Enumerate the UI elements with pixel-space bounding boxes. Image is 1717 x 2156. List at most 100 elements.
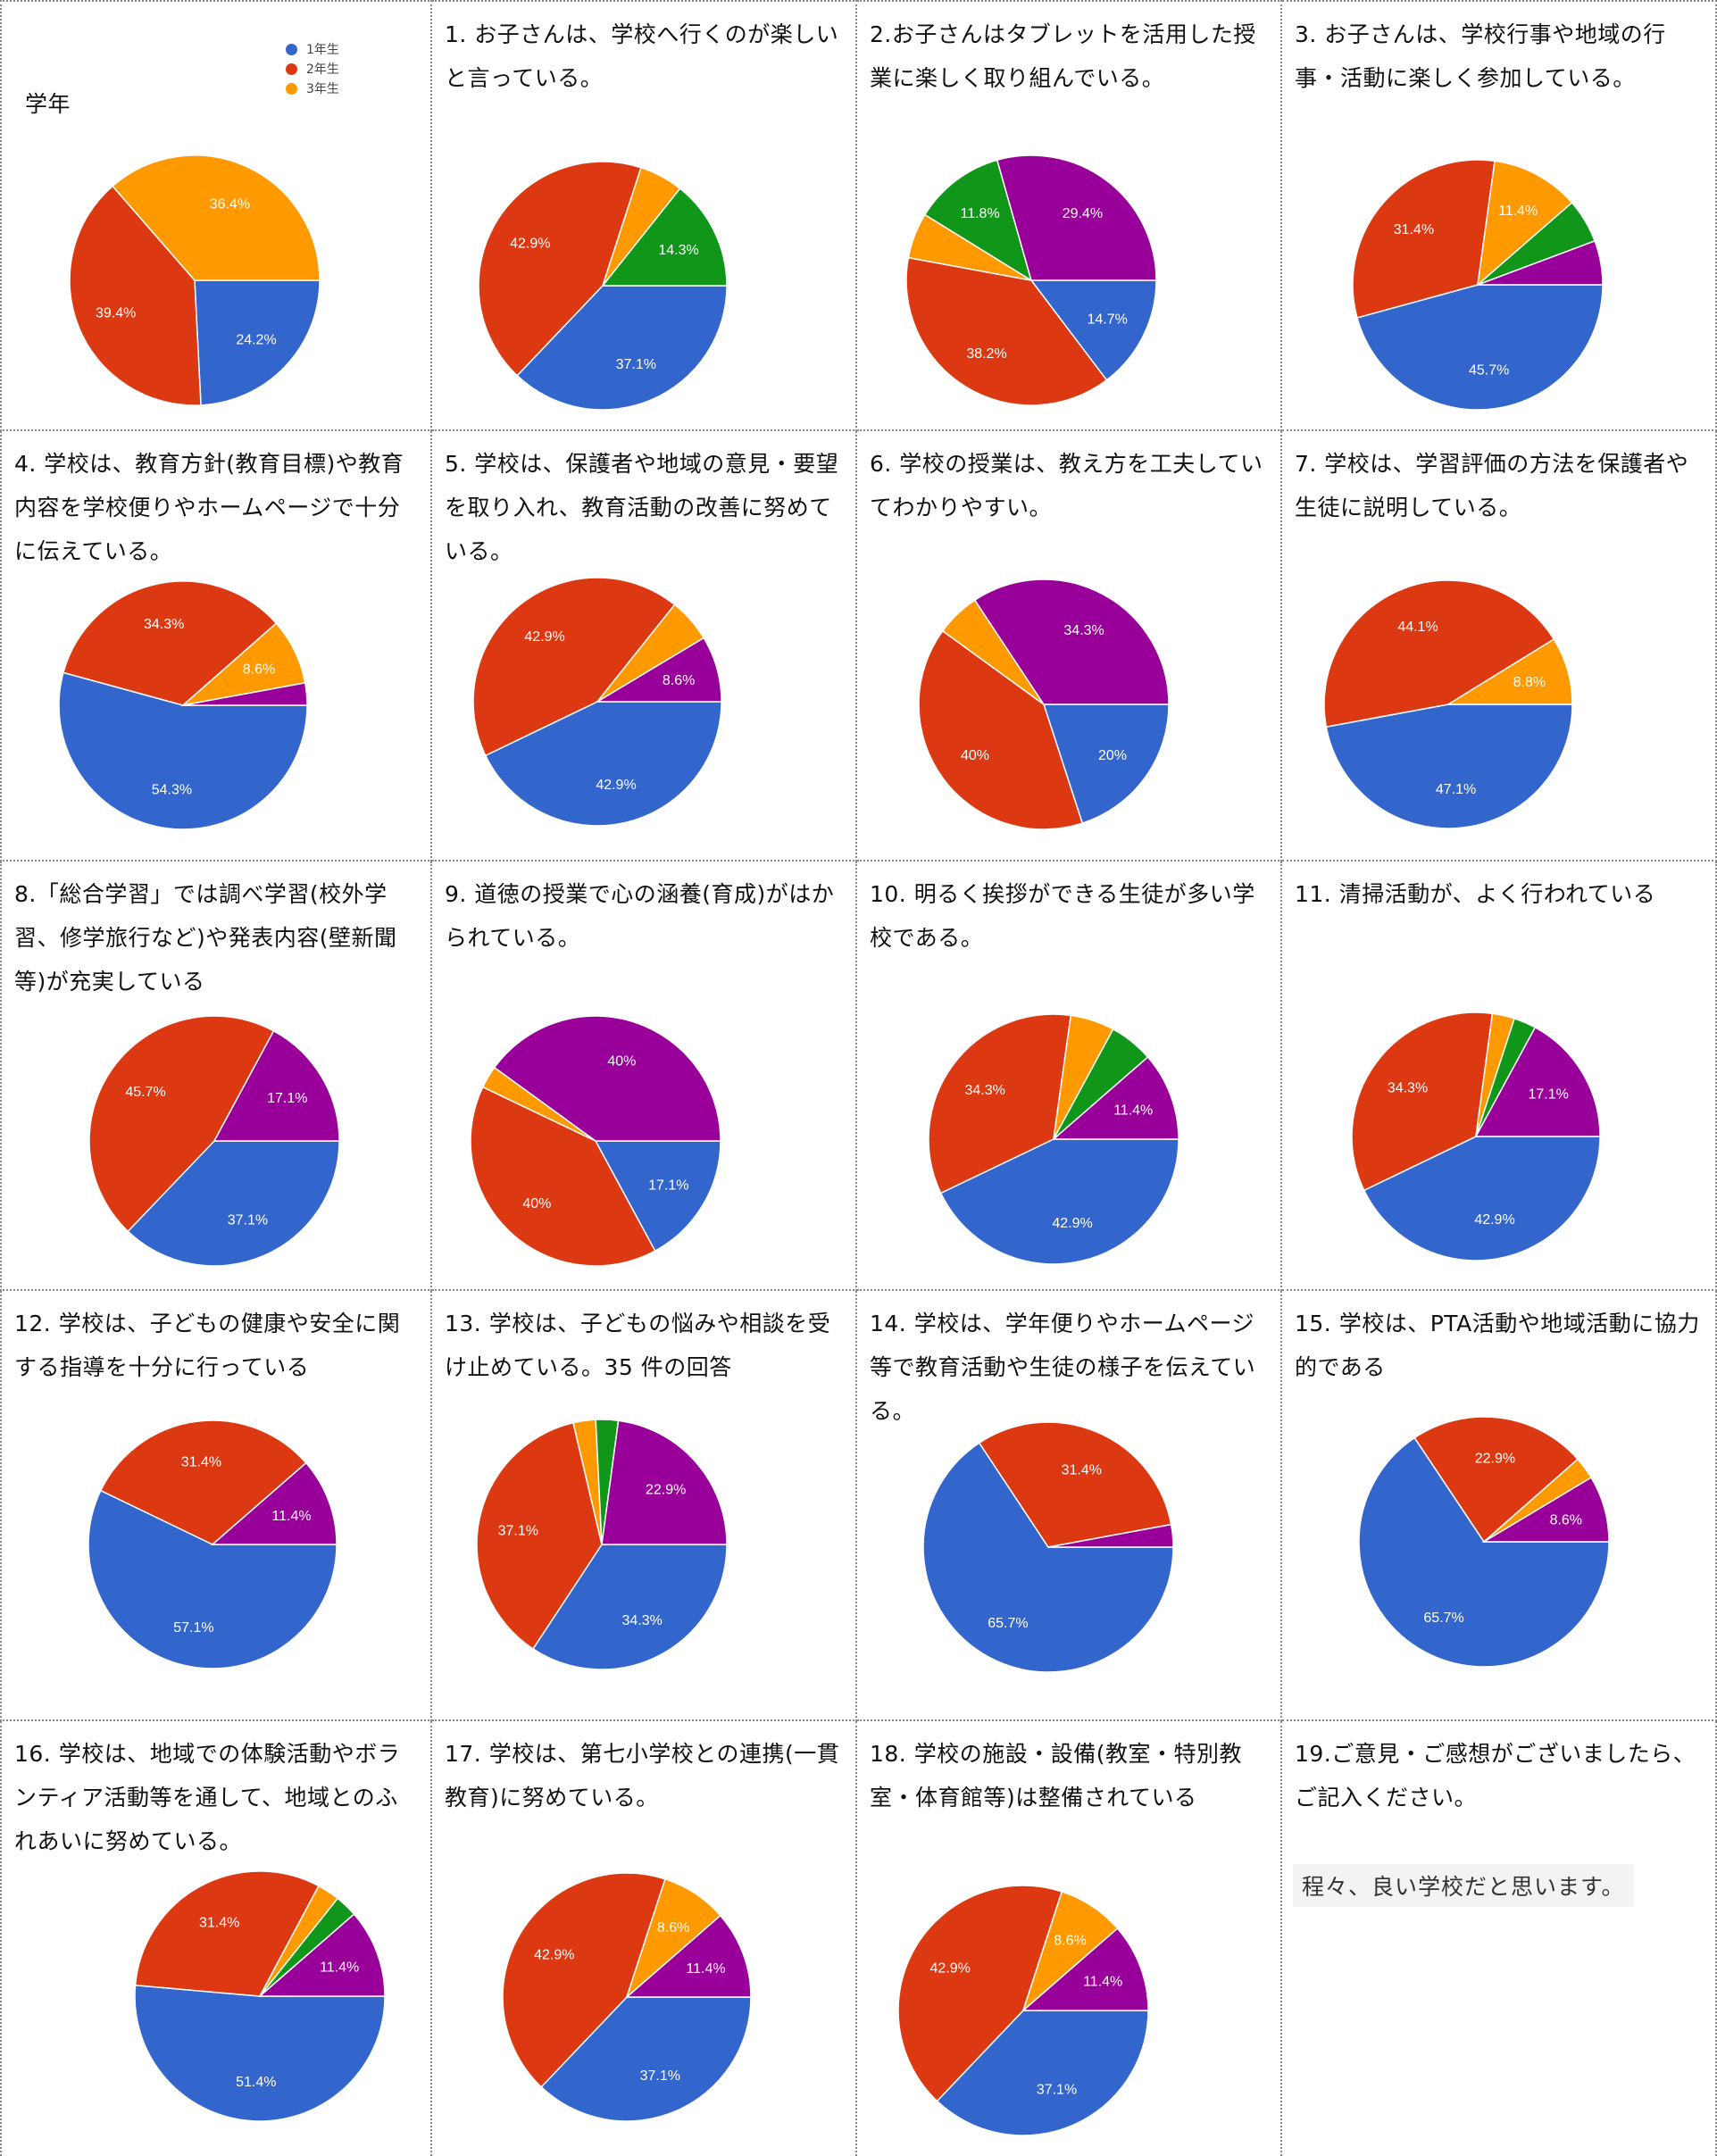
question-title: 13. 学校は、子どもの悩みや相談を受け止めている。35 件の回答 — [445, 1311, 831, 1380]
pie-slice-blue — [58, 671, 308, 830]
chart-panel-13: 13. 学校は、子どもの悩みや相談を受け止めている。35 件の回答 34.3% 37… — [432, 1291, 857, 1721]
pie-slice-blue — [88, 1489, 338, 1669]
question-title: 7. 学校は、学習評価の方法を保護者や生徒に説明している。 — [1295, 451, 1689, 520]
pie-slice-red — [470, 1086, 656, 1267]
chart-panel-5: 5. 学校は、保護者や地域の意見・要望を取り入れ、教育活動の改善に努めている。 4… — [432, 431, 857, 862]
pie-chart: 20% 40% 34.3% — [918, 579, 1170, 830]
pie-slice-orange — [1476, 160, 1573, 287]
pie-slice-purple — [1021, 1927, 1149, 2011]
question-title: 10. 明るく挨拶ができる生徒が多い学校である。 — [870, 881, 1255, 951]
slice-data-label: 42.9% — [1052, 1216, 1092, 1231]
pie-chart: 24.2% 39.4% 36.4% — [69, 154, 321, 406]
slice-data-label: 11.4% — [686, 1961, 725, 1977]
question-title: 15. 学校は、PTA活動や地域活動に協力的である — [1295, 1311, 1700, 1380]
slice-data-label: 65.7% — [1423, 1611, 1463, 1626]
pie-slice-red — [476, 1421, 603, 1650]
legend-item: 1年生 — [286, 39, 339, 59]
question-title: 17. 学校は、第七小学校との連携(一貫教育)に努めている。 — [445, 1741, 840, 1811]
pie-chart: 42.9% 34.3% 11.4% — [928, 1013, 1179, 1265]
slice-data-label: 37.1% — [228, 1213, 268, 1228]
chart-panel-12: 12. 学校は、子どもの健康や安全に関する指導を十分に行っている 57.1% 31.… — [0, 1291, 432, 1721]
pie-chart: 42.9% 42.9% 8.6% — [472, 577, 722, 827]
question-title: 19.ご意見・ご感想がございましたら、ご記入ください。 — [1295, 1741, 1696, 1811]
slice-data-label: 38.2% — [966, 346, 1006, 362]
chart-panel-2: 2.お子さんはタブレットを活用した授業に楽しく取り組んでいる。 14.7% 38.2… — [857, 0, 1282, 431]
slice-data-label: 11.4% — [271, 1509, 311, 1524]
slice-data-label: 31.4% — [1394, 222, 1434, 237]
slice-data-label: 14.7% — [1088, 312, 1128, 327]
slice-data-label: 11.4% — [320, 1960, 359, 1976]
slice-data-label: 31.4% — [1062, 1462, 1102, 1478]
slice-data-label: 8.6% — [657, 1920, 689, 1935]
pie-slice-purple — [257, 1913, 386, 1997]
slice-data-label: 42.9% — [524, 629, 564, 645]
pie-chart: 51.4% 31.4% 11.4% — [134, 1870, 386, 2122]
pie-slice-blue — [936, 2010, 1149, 2136]
pie-slice-purple — [595, 637, 722, 703]
slice-data-label: 17.1% — [267, 1091, 307, 1106]
question-title: 学年 — [25, 91, 71, 117]
slice-data-label: 8.6% — [1550, 1513, 1582, 1528]
slice-data-label: 34.3% — [144, 617, 184, 632]
slice-data-label: 14.3% — [658, 243, 698, 258]
pie-slice-purple — [601, 1419, 728, 1545]
pie-slice-red — [478, 161, 642, 377]
pie-slice-green — [923, 159, 1033, 282]
pie-slice-purple — [1481, 1477, 1610, 1543]
pie-slice-red — [69, 185, 202, 406]
slice-data-label: 47.1% — [1436, 782, 1476, 797]
pie-slice-blue — [1325, 703, 1573, 829]
pie-slice-blue — [1042, 703, 1170, 825]
pie-slice-purple — [1051, 1056, 1179, 1140]
pie-slice-green — [601, 187, 728, 287]
question-title: 11. 清掃活動が、よく行われている — [1295, 881, 1656, 907]
pie-slice-blue — [594, 1140, 721, 1253]
question-title: 16. 学校は、地域での体験活動やボランティア活動等を通して、地域とのふれあいに… — [14, 1741, 401, 1854]
slice-data-label: 22.9% — [1475, 1452, 1515, 1467]
slice-data-label: 37.1% — [498, 1523, 538, 1538]
question-title: 8.「総合学習」では調べ学習(校外学習、修学旅行など)や発表内容(壁新聞等)が充… — [14, 881, 397, 995]
chart-panel-10: 10. 明るく挨拶ができる生徒が多い学校である。 42.9% 34.3% 11.4% — [857, 862, 1282, 1291]
pie-slice-blue — [1358, 1436, 1610, 1668]
pie-slice-blue — [939, 1138, 1179, 1265]
slice-data-label: 34.3% — [965, 1083, 1005, 1098]
pie-slice-blue — [540, 1996, 752, 2122]
slice-data-label: 42.9% — [596, 778, 636, 793]
slice-data-label: 11.4% — [1113, 1103, 1153, 1119]
pie-slice-orange — [112, 154, 321, 281]
chart-panel-15: 15. 学校は、PTA活動や地域活動に協力的である 65.7% 22.9% 8.6% — [1282, 1291, 1717, 1721]
slice-data-label: 40% — [522, 1196, 551, 1211]
pie-chart: 37.1% 45.7% 17.1% — [88, 1015, 340, 1267]
pie-chart: 37.1% 42.9% 8.6% 11.4% — [502, 1872, 752, 2122]
chart-panel-17: 17. 学校は、第七小学校との連携(一貫教育)に努めている。 37.1% 42.9%… — [432, 1721, 857, 2156]
pie-slice-red — [502, 1872, 666, 2088]
pie-slice-red — [918, 629, 1084, 830]
pie-slice-purple — [493, 1015, 721, 1142]
slice-data-label: 8.8% — [1513, 675, 1546, 690]
chart-panel-7: 7. 学校は、学習評価の方法を保護者や生徒に説明している。 47.1% 44.1% 8… — [1282, 431, 1717, 862]
slice-data-label: 11.8% — [961, 206, 1000, 221]
pie-slice-red — [1413, 1416, 1579, 1544]
pie-chart: 65.7% 31.4% — [922, 1421, 1174, 1673]
legend-label: 2年生 — [306, 62, 339, 77]
legend-label: 1年生 — [306, 43, 339, 57]
slice-data-label: 34.3% — [1388, 1081, 1428, 1096]
pie-slice-purple — [182, 681, 308, 706]
slice-data-label: 57.1% — [173, 1620, 213, 1636]
pie-slice-purple — [210, 1461, 338, 1545]
slice-data-label: 8.6% — [243, 662, 275, 678]
pie-slice-orange — [1446, 637, 1573, 705]
slice-data-label: 39.4% — [96, 306, 136, 321]
pie-chart: 14.7% 38.2% 11.8% 29.4% — [905, 154, 1157, 406]
legend-swatch — [286, 82, 297, 95]
slice-data-label: 11.4% — [1498, 204, 1538, 219]
slice-data-label: 42.9% — [510, 237, 550, 252]
pie-slice-blue — [194, 279, 321, 406]
pie-slice-blue — [1356, 284, 1604, 411]
chart-panel-1: 1. お子さんは、学校へ行くのが楽しいと言っている。 37.1% 42.9% 14.3… — [432, 0, 857, 431]
chart-panel-16: 16. 学校は、地域での体験活動やボランティア活動等を通して、地域とのふれあいに… — [0, 1721, 432, 2156]
slice-data-label: 24.2% — [236, 333, 276, 348]
free-text-panel: 19.ご意見・ご感想がございましたら、ご記入ください。 程々、良い学校だと思います… — [1282, 1721, 1717, 2156]
question-title: 1. お子さんは、学校へ行くのが楽しいと言っている。 — [445, 21, 839, 91]
